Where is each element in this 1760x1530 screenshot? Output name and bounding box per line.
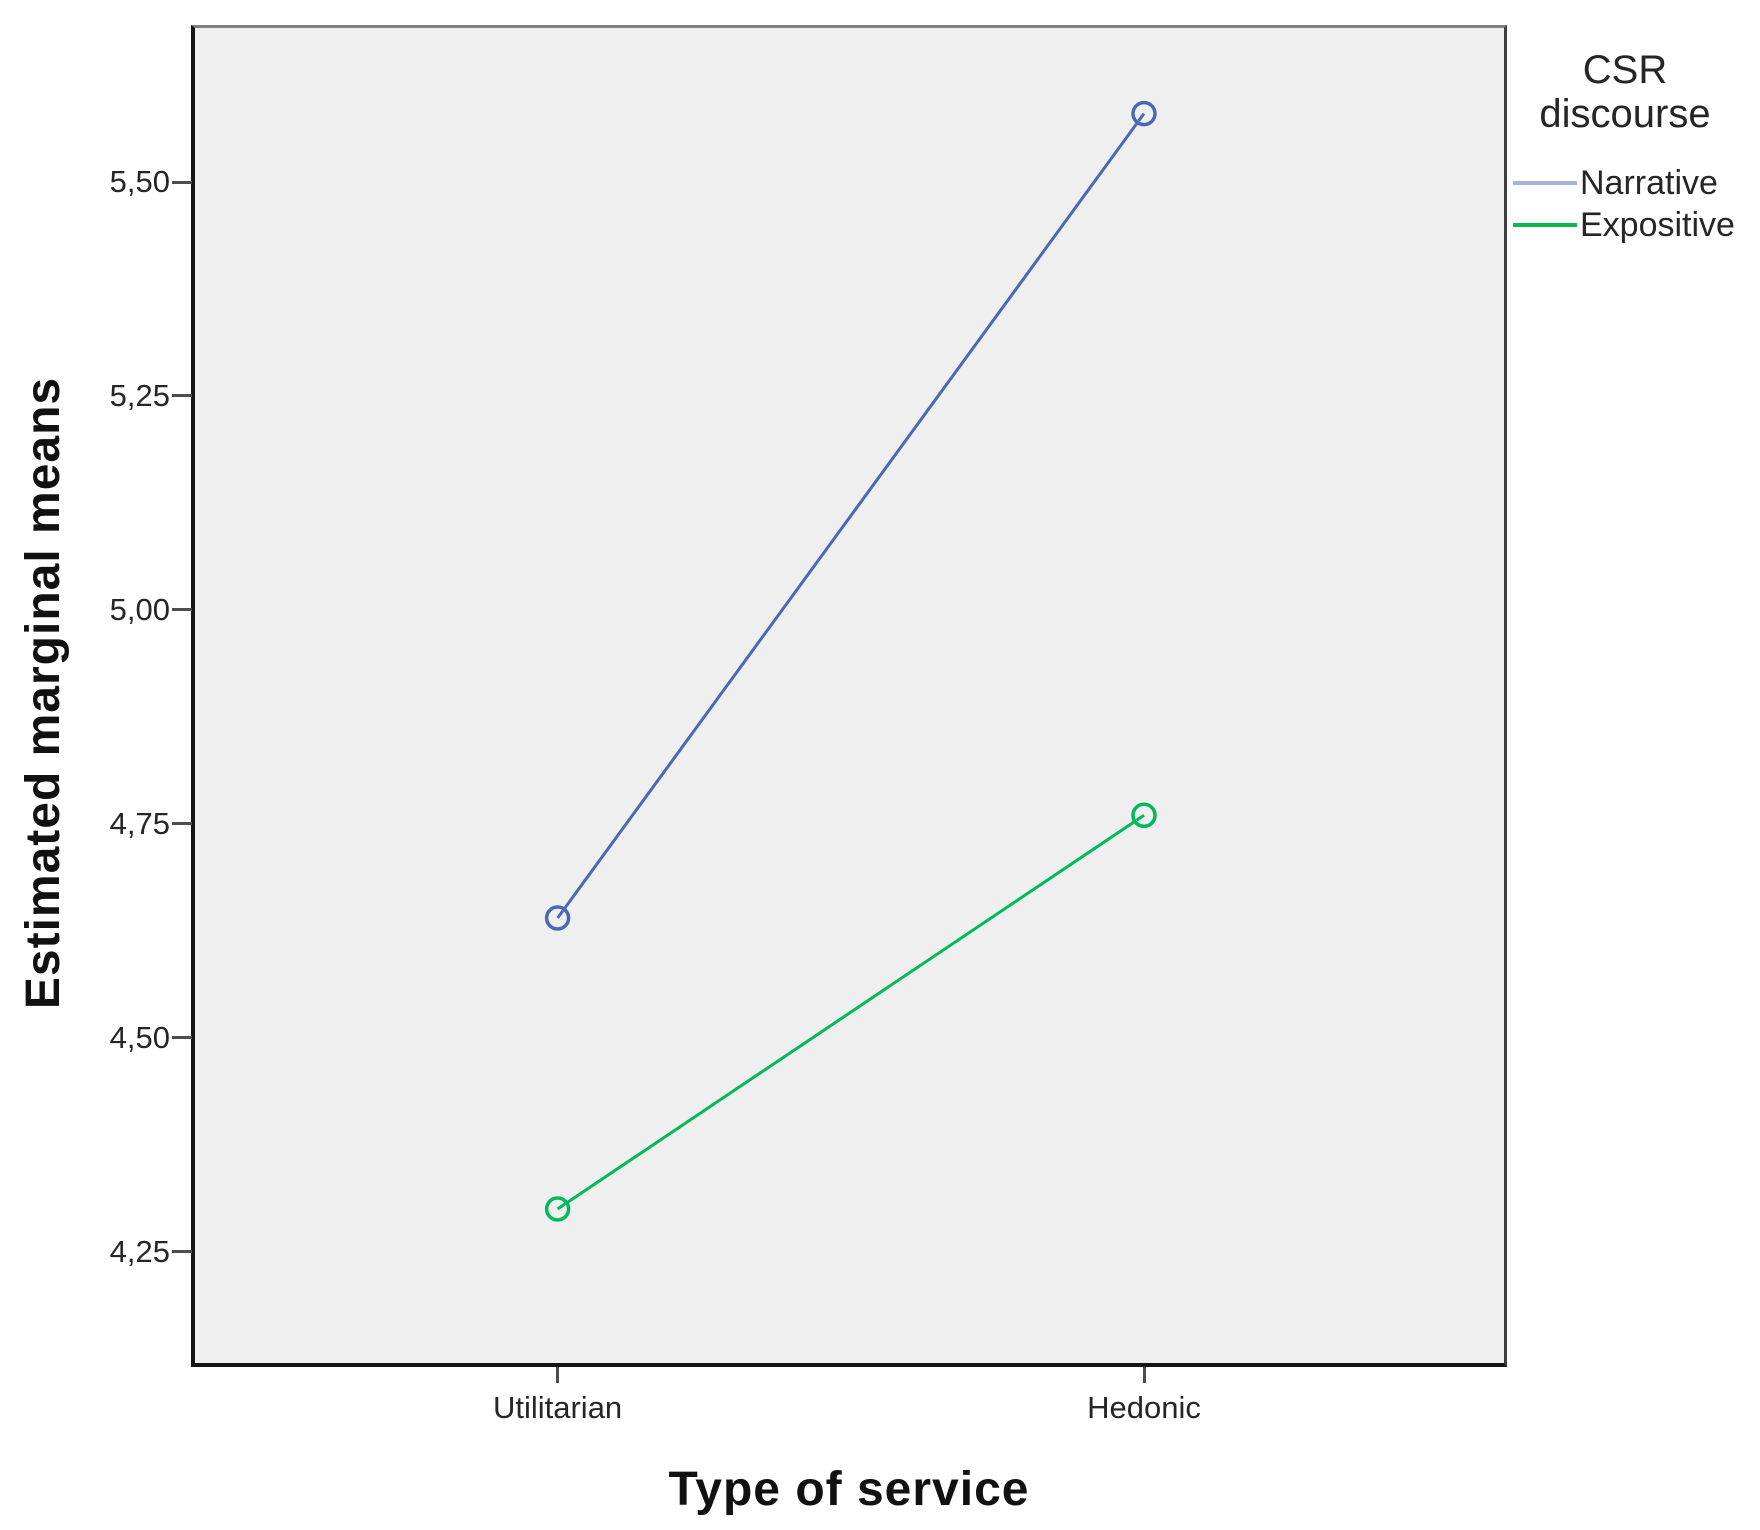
marker-center-stub — [556, 909, 565, 919]
y-tick-label: 4,50 — [109, 1019, 170, 1055]
x-tick-label-hedonic: Hedonic — [1087, 1390, 1201, 1425]
marker-center-stub — [1135, 814, 1145, 822]
legend-entries: Narrative Expositive — [1513, 162, 1760, 246]
y-tick-label: 5,00 — [109, 591, 170, 627]
x-axis-title: Type of service — [668, 1463, 1030, 1516]
legend-label: Narrative — [1580, 163, 1718, 202]
x-tick-label-utilitarian: Utilitarian — [492, 1390, 623, 1425]
y-tick-mark — [172, 608, 192, 612]
marker-center-stub — [556, 1202, 566, 1211]
plot-area — [191, 25, 1507, 1367]
y-tick-label: 4,25 — [109, 1233, 170, 1269]
y-tick-mark — [172, 1250, 192, 1254]
y-tick-label: 4,75 — [109, 805, 170, 841]
series-line-expositive — [556, 814, 1145, 1211]
y-tick-mark — [172, 1036, 192, 1040]
y-tick-label: 5,25 — [109, 377, 170, 413]
y-tick-mark — [172, 394, 192, 398]
legend-line-swatch — [1513, 181, 1577, 185]
legend-title: CSR discourse — [1539, 48, 1711, 136]
x-tick-mark — [1142, 1367, 1146, 1383]
series-line-narrative — [556, 112, 1146, 919]
y-tick-mark — [172, 822, 192, 826]
y-tick-mark — [172, 180, 192, 184]
legend-entry-expositive: Expositive — [1513, 204, 1760, 246]
y-axis-title: Estimated marginal means — [17, 376, 70, 1010]
y-tick-label: 5,50 — [109, 164, 170, 200]
marker-center-stub — [1137, 112, 1146, 122]
data-point-marker — [544, 905, 571, 931]
legend-entry-narrative: Narrative — [1513, 162, 1760, 204]
plot-svg — [544, 100, 1157, 1222]
x-tick-mark — [556, 1367, 560, 1383]
legend-line-swatch — [1513, 223, 1577, 227]
legend-label: Expositive — [1580, 205, 1735, 244]
data-point-marker — [544, 1196, 571, 1222]
